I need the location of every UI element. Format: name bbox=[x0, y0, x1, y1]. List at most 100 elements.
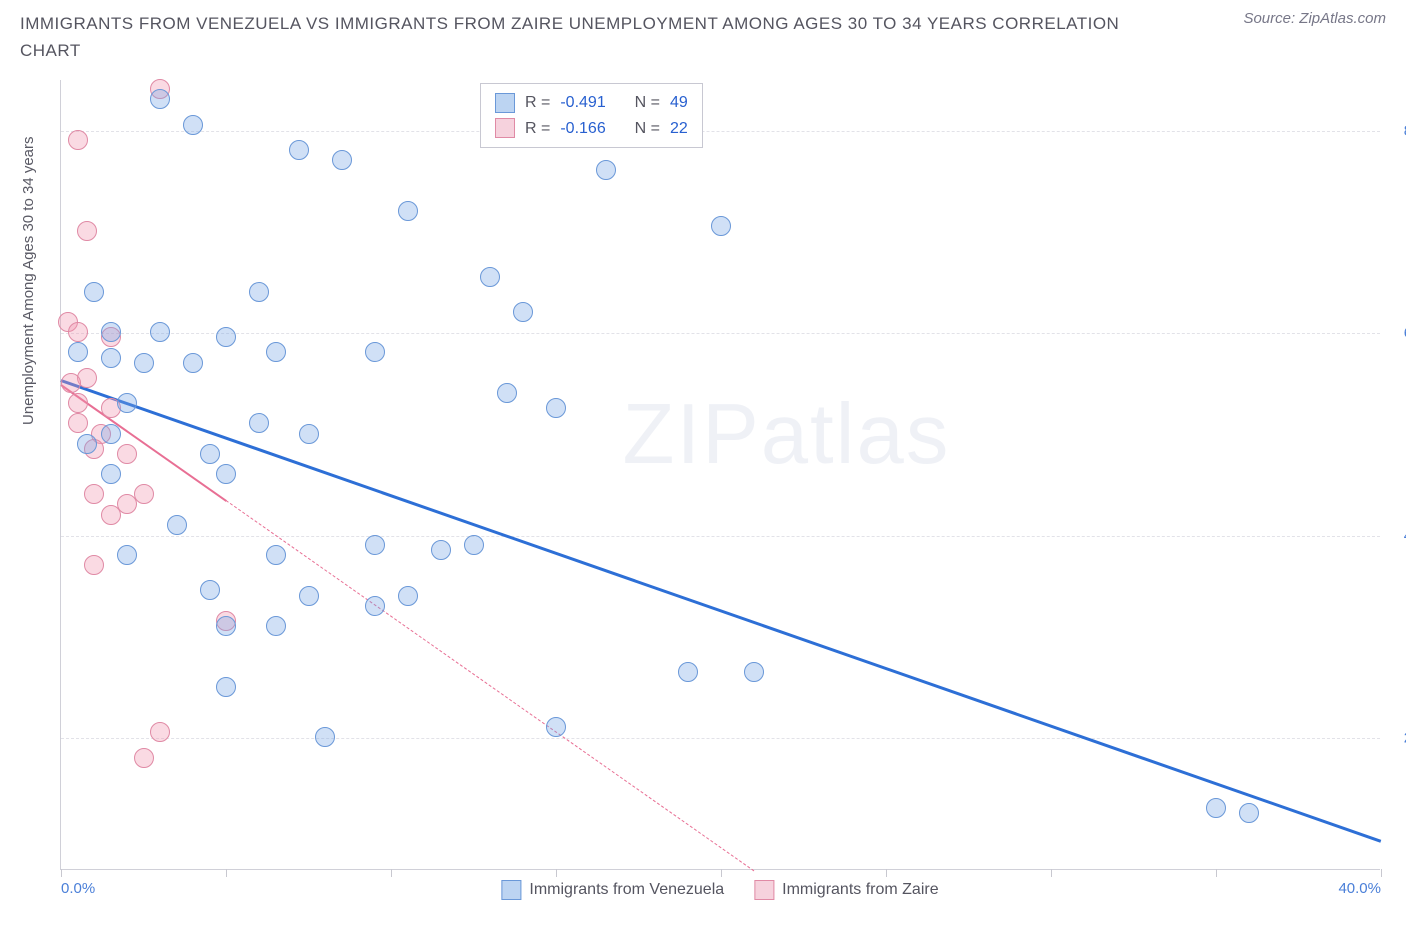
data-point bbox=[68, 322, 88, 342]
stat-r-value: -0.491 bbox=[560, 90, 605, 116]
stat-r-label: R = bbox=[525, 116, 550, 142]
data-point bbox=[299, 586, 319, 606]
stat-n-label: N = bbox=[635, 116, 660, 142]
scatter-chart: Unemployment Among Ages 30 to 34 years Z… bbox=[60, 80, 1380, 870]
data-point bbox=[216, 327, 236, 347]
x-tick bbox=[556, 869, 557, 877]
data-point bbox=[150, 322, 170, 342]
data-point bbox=[216, 677, 236, 697]
data-point bbox=[101, 348, 121, 368]
x-tick bbox=[226, 869, 227, 877]
source-attribution: Source: ZipAtlas.com bbox=[1243, 10, 1386, 27]
data-point bbox=[678, 662, 698, 682]
data-point bbox=[398, 586, 418, 606]
data-point bbox=[546, 717, 566, 737]
trend-line bbox=[61, 379, 1382, 842]
data-point bbox=[497, 383, 517, 403]
data-point bbox=[480, 267, 500, 287]
series-swatch bbox=[495, 118, 515, 138]
data-point bbox=[84, 484, 104, 504]
bottom-legend: Immigrants from Venezuela Immigrants from… bbox=[501, 880, 938, 900]
plot-area: ZIPatlas 2.0%4.0%6.0%8.0%0.0%40.0% bbox=[60, 80, 1380, 870]
data-point bbox=[117, 444, 137, 464]
data-point bbox=[546, 398, 566, 418]
data-point bbox=[117, 494, 137, 514]
data-point bbox=[315, 727, 335, 747]
data-point bbox=[365, 596, 385, 616]
x-tick bbox=[1216, 869, 1217, 877]
data-point bbox=[150, 89, 170, 109]
gridline bbox=[61, 738, 1380, 739]
stat-r-label: R = bbox=[525, 90, 550, 116]
data-point bbox=[68, 342, 88, 362]
stat-n-label: N = bbox=[635, 90, 660, 116]
stats-legend-box: R = -0.491 N = 49 R = -0.166 N = 22 bbox=[480, 83, 703, 148]
data-point bbox=[101, 322, 121, 342]
data-point bbox=[266, 342, 286, 362]
stat-n-value: 22 bbox=[670, 116, 688, 142]
series-swatch bbox=[501, 880, 521, 900]
data-point bbox=[513, 302, 533, 322]
x-tick-label: 40.0% bbox=[1338, 880, 1381, 897]
data-point bbox=[744, 662, 764, 682]
data-point bbox=[200, 444, 220, 464]
data-point bbox=[596, 160, 616, 180]
watermark: ZIPatlas bbox=[623, 386, 951, 484]
data-point bbox=[249, 282, 269, 302]
data-point bbox=[77, 434, 97, 454]
data-point bbox=[1239, 803, 1259, 823]
data-point bbox=[68, 413, 88, 433]
x-tick bbox=[61, 869, 62, 877]
data-point bbox=[134, 748, 154, 768]
legend-item: Immigrants from Zaire bbox=[754, 880, 938, 900]
data-point bbox=[365, 342, 385, 362]
data-point bbox=[266, 545, 286, 565]
data-point bbox=[289, 140, 309, 160]
legend-label: Immigrants from Zaire bbox=[782, 881, 938, 899]
data-point bbox=[117, 393, 137, 413]
data-point bbox=[1206, 798, 1226, 818]
data-point bbox=[68, 393, 88, 413]
data-point bbox=[61, 373, 81, 393]
data-point bbox=[431, 540, 451, 560]
data-point bbox=[183, 115, 203, 135]
x-tick bbox=[391, 869, 392, 877]
data-point bbox=[101, 424, 121, 444]
data-point bbox=[216, 616, 236, 636]
stat-r-value: -0.166 bbox=[560, 116, 605, 142]
x-tick bbox=[1051, 869, 1052, 877]
gridline bbox=[61, 536, 1380, 537]
data-point bbox=[200, 580, 220, 600]
trend-line bbox=[226, 500, 755, 871]
stat-row: R = -0.166 N = 22 bbox=[495, 116, 688, 142]
data-point bbox=[84, 555, 104, 575]
data-point bbox=[332, 150, 352, 170]
x-tick bbox=[1381, 869, 1382, 877]
x-tick bbox=[721, 869, 722, 877]
chart-title: IMMIGRANTS FROM VENEZUELA VS IMMIGRANTS … bbox=[20, 10, 1120, 64]
data-point bbox=[150, 722, 170, 742]
data-point bbox=[711, 216, 731, 236]
gridline bbox=[61, 333, 1380, 334]
x-tick bbox=[886, 869, 887, 877]
data-point bbox=[266, 616, 286, 636]
data-point bbox=[134, 353, 154, 373]
data-point bbox=[183, 353, 203, 373]
data-point bbox=[117, 545, 137, 565]
x-tick-label: 0.0% bbox=[61, 880, 95, 897]
gridline bbox=[61, 131, 1380, 132]
legend-item: Immigrants from Venezuela bbox=[501, 880, 724, 900]
data-point bbox=[299, 424, 319, 444]
data-point bbox=[84, 282, 104, 302]
data-point bbox=[365, 535, 385, 555]
data-point bbox=[398, 201, 418, 221]
data-point bbox=[216, 464, 236, 484]
series-swatch bbox=[495, 93, 515, 113]
stat-n-value: 49 bbox=[670, 90, 688, 116]
y-axis-title: Unemployment Among Ages 30 to 34 years bbox=[20, 136, 37, 425]
data-point bbox=[249, 413, 269, 433]
data-point bbox=[68, 130, 88, 150]
stat-row: R = -0.491 N = 49 bbox=[495, 90, 688, 116]
legend-label: Immigrants from Venezuela bbox=[529, 881, 724, 899]
data-point bbox=[77, 221, 97, 241]
